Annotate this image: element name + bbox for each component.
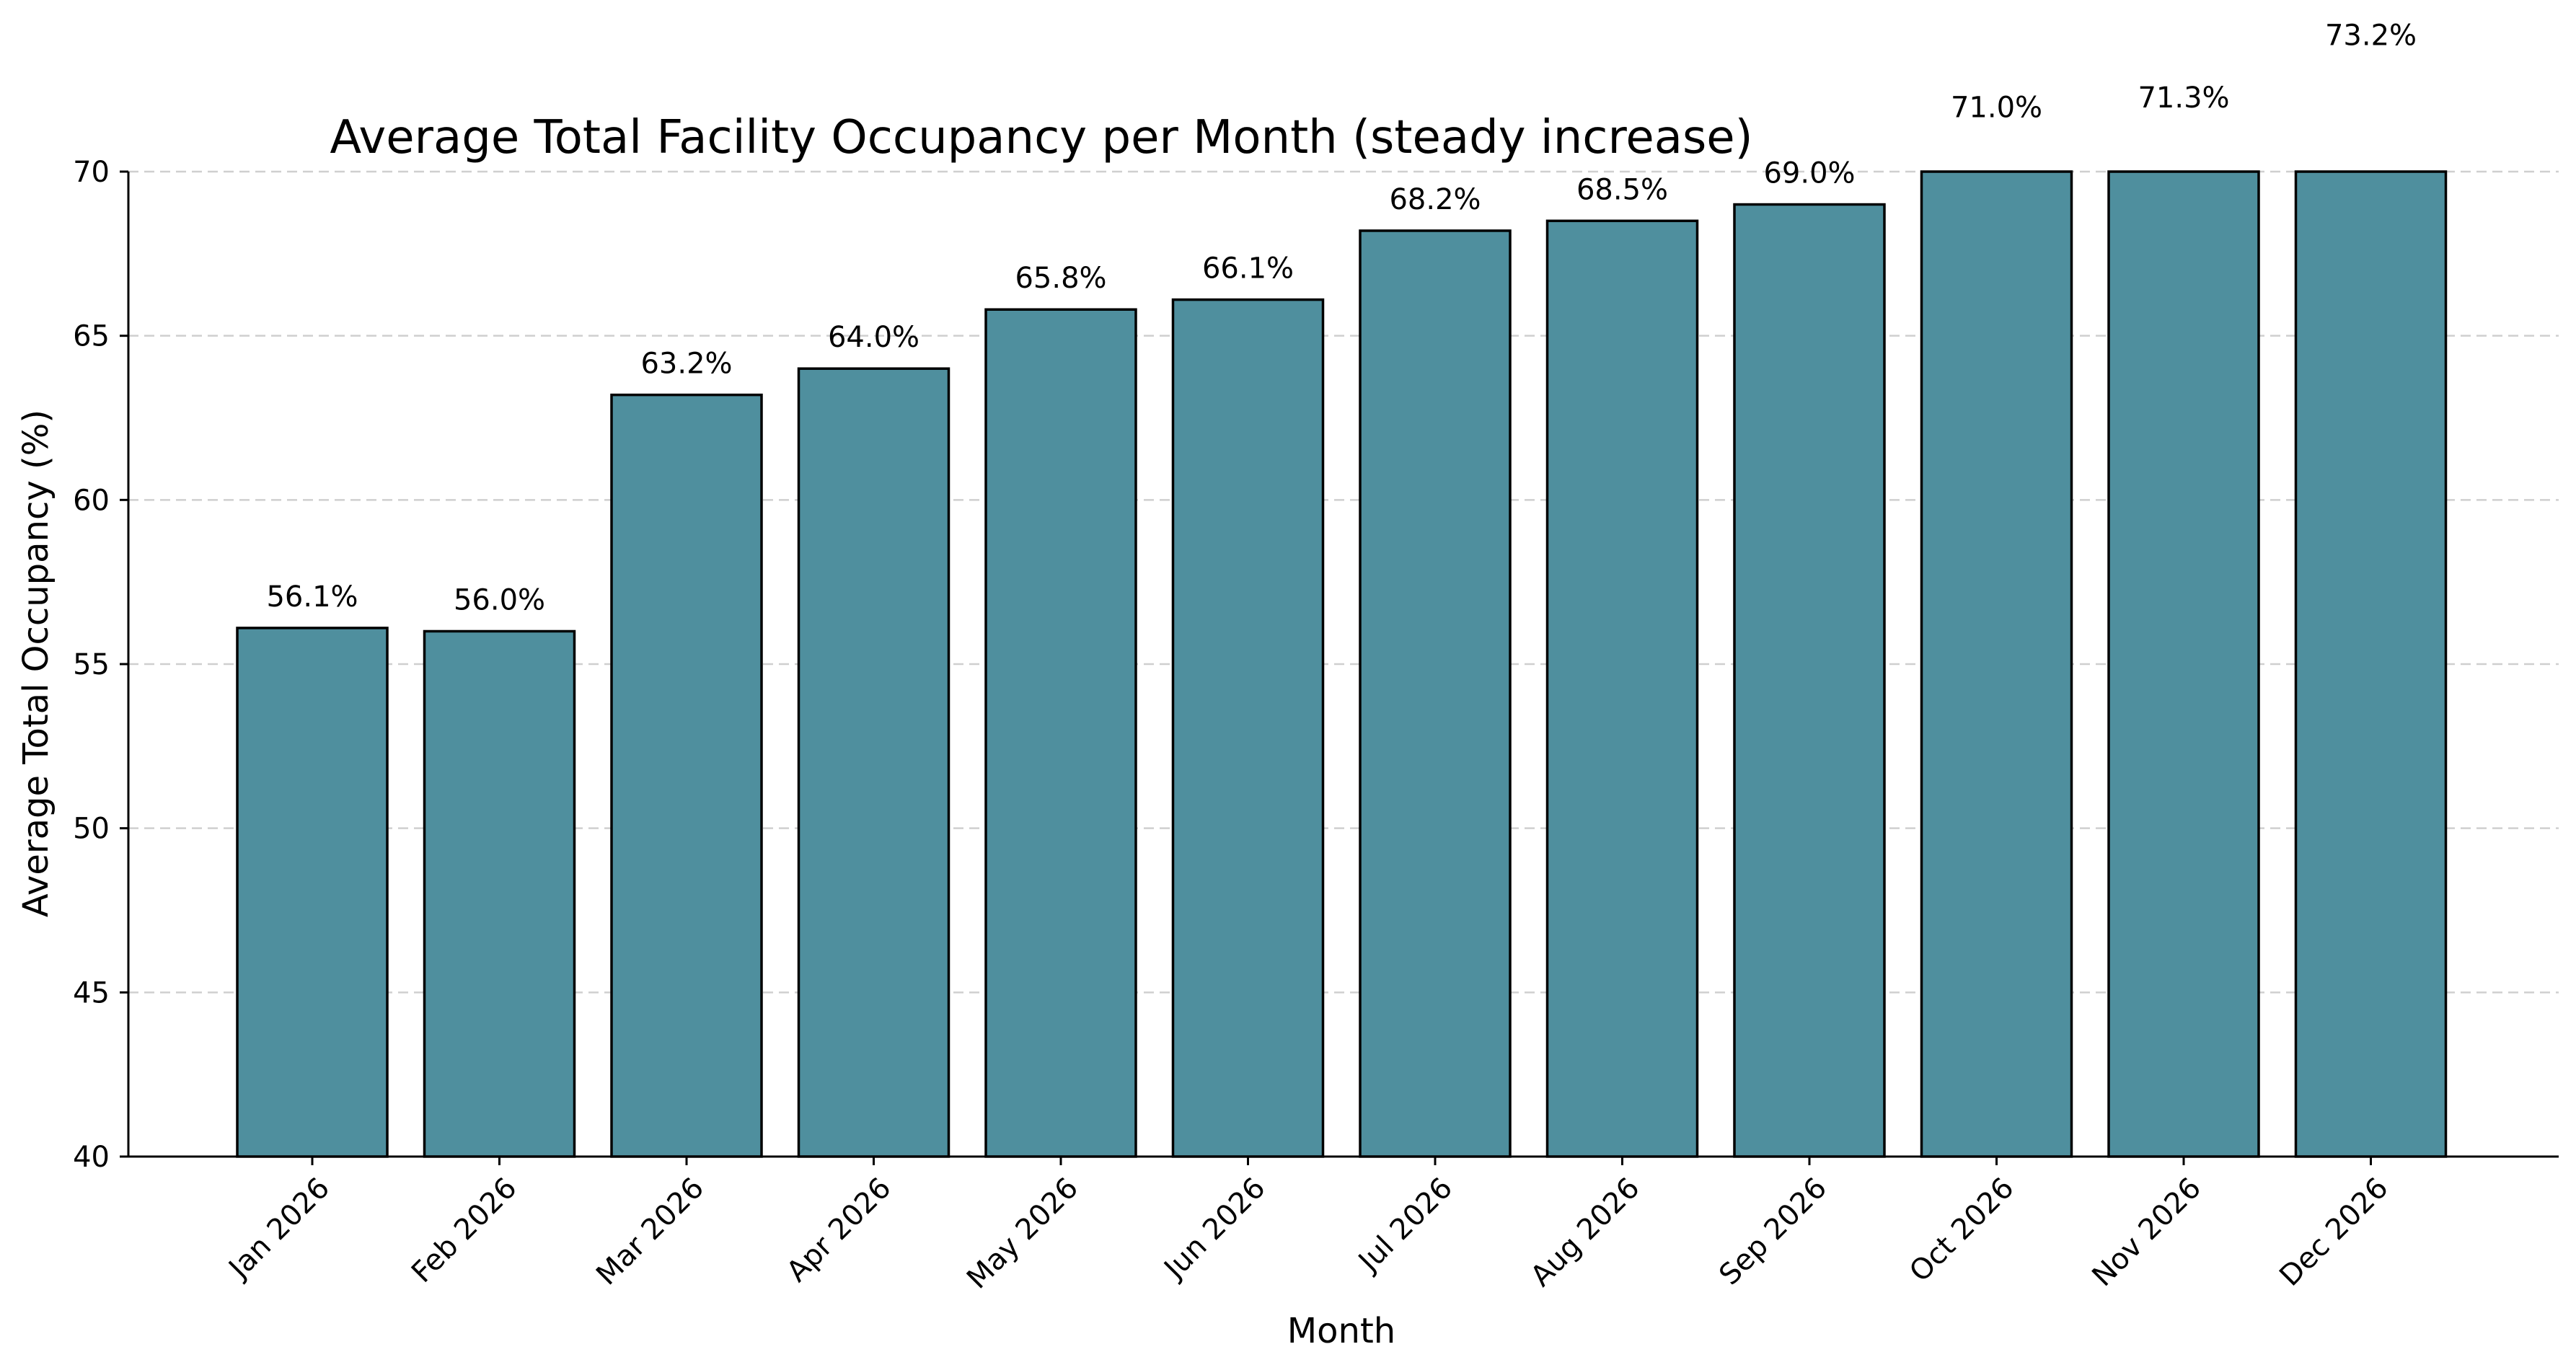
x-tick-label: May 2026	[961, 1172, 1085, 1296]
bar-value-label: 65.8%	[1015, 262, 1106, 295]
bar-value-label: 73.2%	[2325, 19, 2417, 52]
y-tick-label: 70	[73, 156, 110, 189]
x-tick-label: Nov 2026	[2086, 1172, 2207, 1294]
y-tick-label: 40	[73, 1141, 110, 1174]
bar-aug-2026	[1545, 219, 1699, 1158]
bar-feb-2026	[423, 629, 576, 1158]
bar-apr-2026	[797, 367, 950, 1158]
bar-may-2026	[984, 308, 1137, 1158]
x-tick-label: Dec 2026	[2273, 1172, 2394, 1293]
x-tick-label: Apr 2026	[780, 1172, 897, 1289]
bar-value-label: 69.0%	[1763, 157, 1855, 190]
bar-value-label: 71.0%	[1951, 91, 2042, 124]
x-tick-label: Feb 2026	[405, 1172, 524, 1290]
x-tick-label: Oct 2026	[1903, 1172, 2020, 1289]
x-tick-label: Aug 2026	[1525, 1172, 1646, 1294]
bar-value-label: 68.5%	[1576, 173, 1668, 206]
bar-value-label: 64.0%	[828, 321, 919, 354]
x-tick-label: Jun 2026	[1157, 1172, 1272, 1287]
bar-value-label: 63.2%	[640, 348, 732, 381]
y-axis-label: Average Total Occupancy (%)	[16, 410, 56, 917]
x-tick-label: Sep 2026	[1713, 1172, 1833, 1292]
bar-mar-2026	[610, 393, 763, 1158]
y-tick-label: 60	[73, 484, 110, 517]
bar-sep-2026	[1733, 203, 1886, 1158]
bar-value-label: 56.1%	[266, 580, 358, 614]
bar-oct-2026	[1920, 170, 2073, 1158]
y-tick-label: 45	[73, 976, 110, 1009]
data-labels: 56.1% 56.0% 63.2% 64.0% 65.8% 66.1% 68.2% 68.5%…	[266, 19, 2417, 616]
bar-jan-2026	[236, 627, 389, 1158]
x-axis-label: Month	[1287, 1311, 1395, 1351]
x-tick-label: Jan 2026	[221, 1172, 336, 1286]
bar-value-label: 56.0%	[454, 583, 545, 616]
bars	[236, 170, 2448, 1158]
y-tick-label: 50	[73, 813, 110, 846]
bar-jul-2026	[1359, 229, 1512, 1158]
bar-dec-2026	[2294, 170, 2448, 1158]
bar-value-label: 66.1%	[1202, 252, 1294, 286]
chart-title: Average Total Facility Occupancy per Mon…	[330, 111, 1752, 164]
bar-value-label: 71.3%	[2138, 81, 2229, 115]
bar-jun-2026	[1171, 298, 1325, 1158]
x-tick-label: Jul 2026	[1351, 1172, 1459, 1280]
bar-value-label: 68.2%	[1389, 183, 1481, 216]
y-tick-label: 65	[73, 320, 110, 353]
bar-nov-2026	[2107, 170, 2260, 1158]
y-tick-label: 55	[73, 648, 110, 681]
x-tick-label: Mar 2026	[590, 1172, 710, 1292]
